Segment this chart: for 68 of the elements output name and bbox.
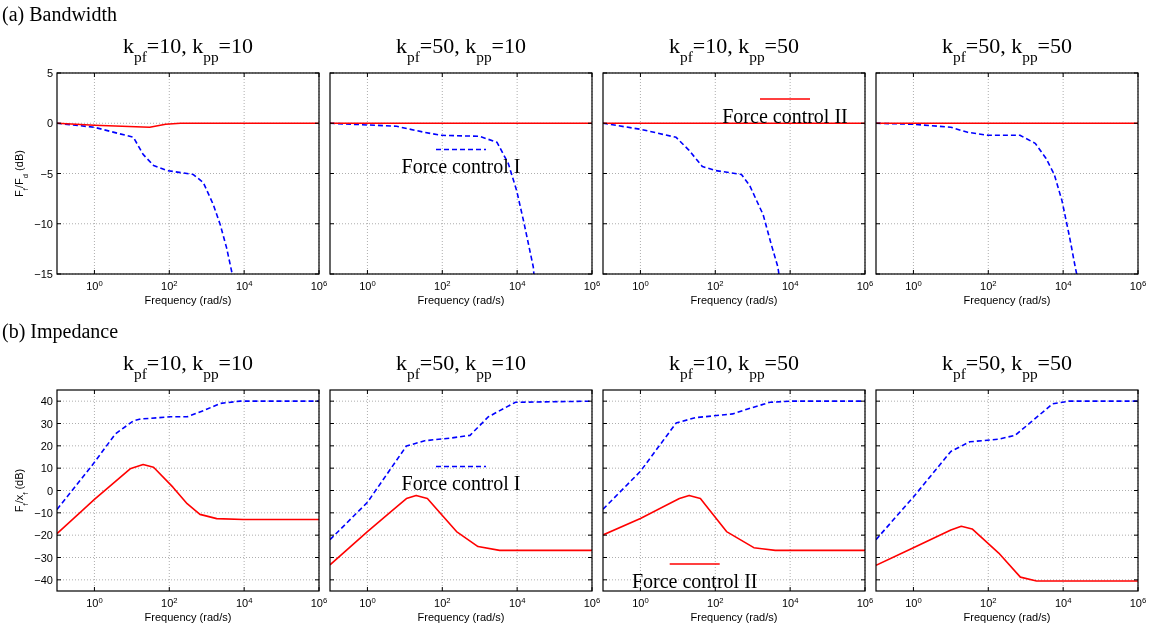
- chart-title: k$_{pf}$=50, k$_{pp}$=10: [395, 33, 527, 65]
- x-tick-label: 10$^{0}$: [86, 595, 103, 609]
- y-tick-label: 5: [46, 67, 53, 79]
- x-tick-label: 10$^{6}$: [1129, 278, 1147, 292]
- y-tick-label: 0: [46, 484, 53, 497]
- x-axis-title: Frequency (rad/s): [144, 294, 232, 306]
- x-tick-label: 10$^{2}$: [980, 595, 997, 609]
- y-tick-label: 0: [46, 117, 53, 130]
- x-tick-label: 10$^{6}$: [583, 278, 601, 292]
- x-tick-label: 10$^{0}$: [905, 595, 922, 609]
- x-tick-label: 10$^{0}$: [86, 278, 103, 292]
- x-tick-label: 10$^{2}$: [434, 595, 451, 609]
- x-tick-label: 10$^{6}$: [856, 278, 874, 292]
- x-tick-label: 10$^{4}$: [235, 595, 254, 609]
- x-tick-label: 10$^{0}$: [905, 278, 922, 292]
- chart-title: k$_{pf}$=10, k$_{pp}$=50: [668, 33, 800, 65]
- x-axis-title: Frequency (rad/s): [417, 611, 505, 623]
- x-tick-label: 10$^{4}$: [1054, 595, 1073, 609]
- x-tick-label: 10$^{0}$: [632, 595, 649, 609]
- x-axis-title: Frequency (rad/s): [690, 294, 778, 306]
- y-tick-label: −10: [34, 217, 53, 230]
- y-tick-label: 20: [40, 439, 53, 452]
- x-tick-label: 10$^{4}$: [781, 595, 800, 609]
- y-tick-label: 40: [40, 395, 53, 408]
- chart-title: k$_{pf}$=50, k$_{pp}$=50: [941, 350, 1073, 382]
- x-tick-label: 10$^{6}$: [310, 278, 328, 292]
- x-tick-label: 10$^{6}$: [1129, 595, 1147, 609]
- x-axis-title: Frequency (rad/s): [963, 294, 1051, 306]
- chart-title: k$_{pf}$=50, k$_{pp}$=10: [395, 350, 527, 382]
- x-tick-label: 10$^{4}$: [508, 595, 527, 609]
- x-tick-label: 10$^{4}$: [235, 278, 254, 292]
- x-tick-label: 10$^{6}$: [310, 595, 328, 609]
- chart-title: k$_{pf}$=10, k$_{pp}$=10: [122, 33, 254, 65]
- x-tick-label: 10$^{4}$: [508, 278, 527, 292]
- y-tick-label: 30: [40, 417, 53, 430]
- chart-title: k$_{pf}$=10, k$_{pp}$=50: [668, 350, 800, 382]
- series-label: Force control II: [722, 105, 848, 127]
- text: (a) Bandwidth: [2, 3, 117, 26]
- x-tick-label: 10$^{2}$: [707, 278, 724, 292]
- x-tick-label: 10$^{2}$: [707, 595, 724, 609]
- x-tick-label: 10$^{4}$: [781, 278, 800, 292]
- y-tick-label: 10: [40, 462, 53, 475]
- y-tick-label: −10: [34, 506, 53, 519]
- chart-title: k$_{pf}$=50, k$_{pp}$=50: [941, 33, 1073, 65]
- x-tick-label: 10$^{6}$: [583, 595, 601, 609]
- legend-label: Force control II: [631, 570, 758, 592]
- y-tick-label: −30: [34, 551, 53, 564]
- y-tick-label: −20: [34, 529, 53, 542]
- x-tick-label: 10$^{0}$: [359, 278, 376, 292]
- chart-title: k$_{pf}$=10, k$_{pp}$=10: [122, 350, 254, 382]
- x-tick-label: 10$^{4}$: [1054, 278, 1073, 292]
- x-axis-title: Frequency (rad/s): [417, 294, 505, 306]
- legend-label: Force control I: [401, 472, 521, 495]
- y-tick-label: −40: [34, 573, 53, 586]
- y-tick-label: −5: [40, 167, 53, 180]
- x-axis-title: Frequency (rad/s): [144, 611, 232, 623]
- x-tick-label: 10$^{0}$: [359, 595, 376, 609]
- legend-label: Force control I: [401, 155, 521, 178]
- x-tick-label: 10$^{0}$: [632, 278, 649, 292]
- y-tick-label: −15: [34, 268, 53, 280]
- x-axis-title: Frequency (rad/s): [963, 611, 1051, 623]
- text: (b) Impedance: [2, 320, 119, 343]
- x-tick-label: 10$^{2}$: [161, 595, 178, 609]
- x-tick-label: 10$^{6}$: [856, 595, 874, 609]
- x-tick-label: 10$^{2}$: [434, 278, 451, 292]
- x-axis-title: Frequency (rad/s): [690, 611, 778, 623]
- x-tick-label: 10$^{2}$: [980, 278, 997, 292]
- x-tick-label: 10$^{2}$: [161, 278, 178, 292]
